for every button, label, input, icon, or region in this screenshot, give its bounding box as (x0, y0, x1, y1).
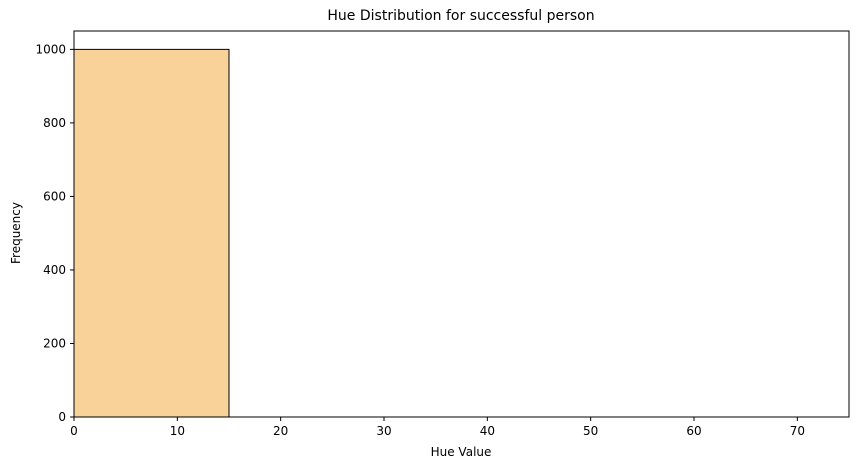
y-tick-label: 600 (43, 189, 66, 203)
x-tick-label: 50 (583, 424, 598, 438)
x-tick-label: 10 (170, 424, 185, 438)
y-tick-label: 0 (58, 410, 66, 424)
x-tick-label: 60 (686, 424, 701, 438)
bars-group (73, 48, 230, 418)
x-axis-title: Hue Value (431, 445, 492, 459)
plot-area-frame (73, 30, 850, 418)
y-axis-ticks: 0 200 400 600 800 1000 (35, 42, 74, 424)
y-tick-label: 200 (43, 336, 66, 350)
x-axis-ticks: 0 10 20 30 40 50 60 70 (70, 417, 805, 438)
chart-title: Hue Distribution for successful person (327, 8, 594, 24)
y-tick-label: 800 (43, 116, 66, 130)
x-tick-label: 20 (273, 424, 288, 438)
y-axis-title: Frequency (9, 202, 23, 264)
x-tick-label: 70 (790, 424, 805, 438)
y-tick-label: 1000 (35, 42, 66, 56)
y-tick-label: 400 (43, 263, 66, 277)
histogram-bar-0 (73, 48, 230, 418)
x-tick-label: 0 (70, 424, 78, 438)
x-tick-label: 30 (376, 424, 391, 438)
x-tick-label: 40 (480, 424, 495, 438)
